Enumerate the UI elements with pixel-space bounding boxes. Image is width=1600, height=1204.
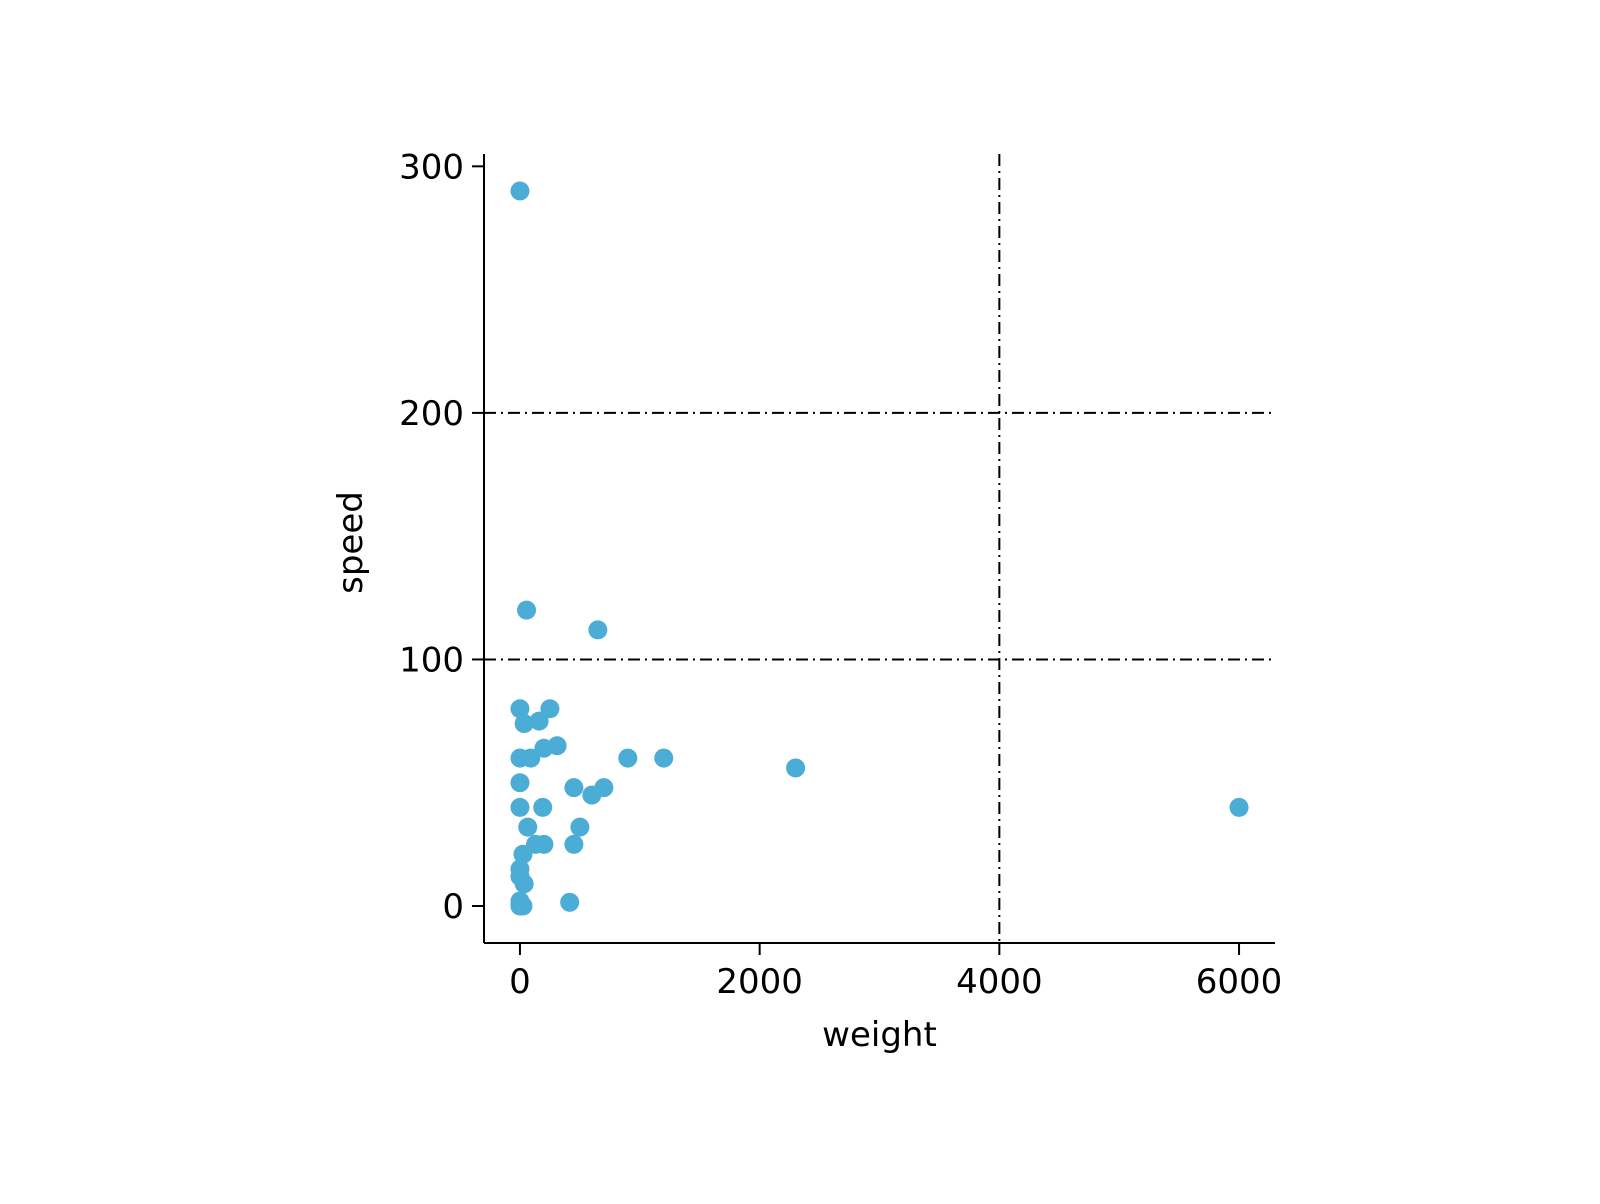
- x-axis-label: weight: [822, 1015, 937, 1055]
- data-point: [1229, 797, 1249, 817]
- data-point: [510, 797, 530, 817]
- data-point: [514, 874, 534, 894]
- data-point: [510, 773, 530, 793]
- data-point: [560, 892, 580, 912]
- data-point: [521, 748, 541, 768]
- data-point: [518, 817, 538, 837]
- y-tick-label: 100: [399, 640, 464, 680]
- data-point: [618, 748, 638, 768]
- data-point: [510, 181, 530, 201]
- data-point: [564, 778, 584, 798]
- data-point: [513, 896, 533, 916]
- ticks-layer: 0 2000 4000 6000 0 100 200 300: [399, 147, 1282, 1002]
- points-layer: [510, 181, 1249, 916]
- x-tick-label: 6000: [1196, 962, 1283, 1002]
- y-tick-label: 300: [399, 147, 464, 187]
- data-point: [517, 600, 537, 620]
- data-point: [654, 748, 674, 768]
- x-tick-label: 4000: [956, 962, 1043, 1002]
- data-point: [510, 699, 530, 719]
- data-point: [547, 736, 567, 756]
- data-point: [540, 699, 560, 719]
- data-point: [582, 785, 602, 805]
- data-point: [786, 758, 806, 778]
- x-tick-label: 0: [509, 962, 531, 1002]
- x-tick-label: 2000: [716, 962, 803, 1002]
- y-axis-label: speed: [331, 491, 371, 594]
- y-tick-label: 0: [442, 887, 464, 927]
- data-point: [588, 620, 608, 640]
- data-point: [534, 834, 554, 854]
- grid-layer: [484, 154, 1275, 943]
- data-point: [564, 834, 584, 854]
- data-point: [529, 711, 549, 731]
- y-tick-label: 200: [399, 394, 464, 434]
- data-point: [533, 797, 553, 817]
- data-point: [514, 714, 534, 734]
- axes-layer: [483, 154, 1275, 944]
- data-point: [513, 844, 533, 864]
- data-point: [570, 817, 590, 837]
